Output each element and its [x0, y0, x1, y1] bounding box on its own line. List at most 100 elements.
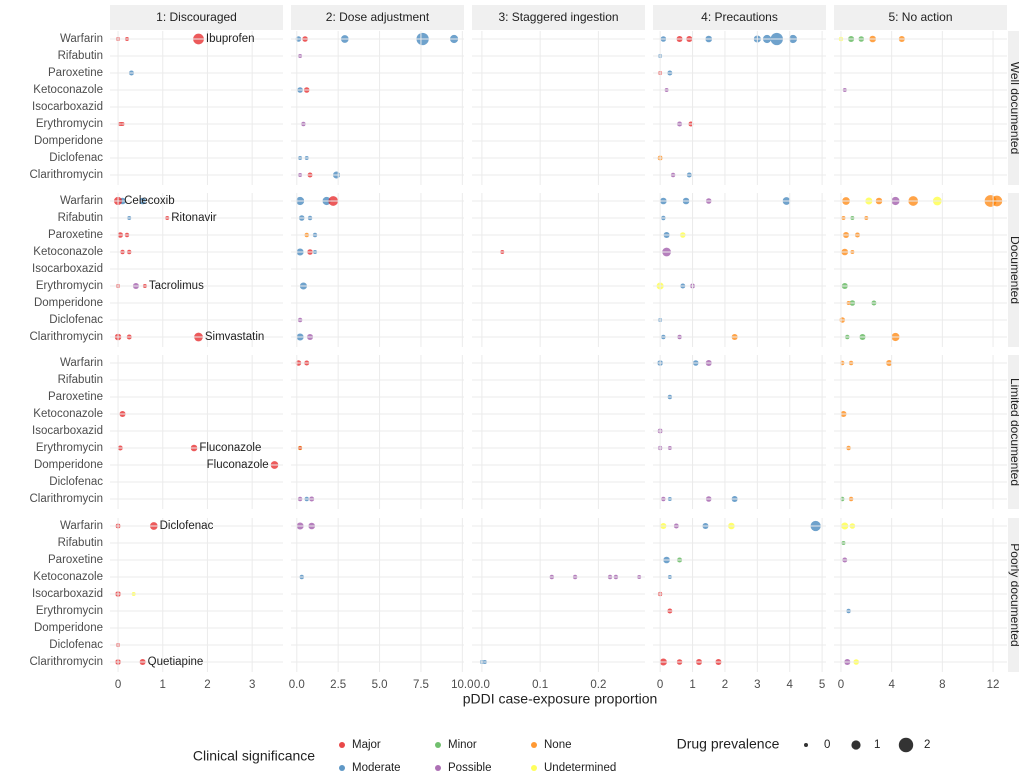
x-tick-label: 8	[939, 679, 945, 691]
y-tick-label: Ketoconazole	[33, 84, 103, 96]
y-tick-label: Isocarboxazid	[32, 263, 103, 275]
point-annotation: Fluconazole	[199, 442, 261, 454]
x-tick-label: 3	[754, 679, 760, 691]
legend-label: Major	[352, 739, 381, 751]
legend-title: Clinical significance	[193, 748, 315, 764]
y-tick-label: Erythromycin	[36, 442, 103, 454]
row-strip	[1008, 355, 1019, 509]
legend-label: None	[544, 739, 572, 751]
y-tick-label: Erythromycin	[36, 280, 103, 292]
x-tick-label: 5.0	[372, 679, 388, 691]
size-legend-swatch	[898, 737, 914, 753]
point-annotation: Celecoxib	[124, 195, 175, 207]
y-tick-label: Clarithromycin	[30, 331, 104, 343]
y-tick-label: Domperidone	[34, 135, 103, 147]
column-strip-label: 5: No action	[888, 10, 952, 24]
row-strip-label: Well documented	[1008, 62, 1019, 155]
legend-label: Undetermined	[544, 762, 616, 774]
y-tick-label: Warfarin	[60, 195, 103, 207]
y-tick-label: Erythromycin	[36, 605, 103, 617]
legend-swatch	[339, 742, 345, 748]
legend-label: Minor	[448, 739, 477, 751]
point-annotation: Fluconazole	[207, 459, 269, 471]
x-tick-label: 1	[689, 679, 695, 691]
column-strip	[653, 5, 826, 30]
y-tick-label: Ketoconazole	[33, 408, 103, 420]
y-tick-label: Warfarin	[60, 520, 103, 532]
legend-swatch	[339, 765, 345, 771]
point-annotation: Ibuprofen	[206, 33, 255, 45]
y-tick-label: Paroxetine	[48, 229, 103, 241]
size-legend-label: 1	[874, 739, 880, 751]
y-tick-label: Paroxetine	[48, 67, 103, 79]
x-tick-label: 10.0	[451, 679, 473, 691]
y-tick-label: Clarithromycin	[30, 493, 104, 505]
y-tick-label: Rifabutin	[58, 537, 103, 549]
x-tick-label: 3	[249, 679, 255, 691]
x-tick-label: 0.1	[532, 679, 548, 691]
x-tick-label: 7.5	[413, 679, 429, 691]
x-tick-label: 0.2	[590, 679, 606, 691]
legend-swatch	[531, 765, 537, 771]
point-annotation: Simvastatin	[205, 331, 264, 343]
y-tick-label: Isocarboxazid	[32, 588, 103, 600]
y-tick-label: Domperidone	[34, 459, 103, 471]
x-tick-label: 0.0	[289, 679, 305, 691]
x-axis-label: pDDI case-exposure proportion	[463, 691, 658, 707]
size-legend-title: Drug prevalence	[677, 736, 780, 752]
y-tick-label: Paroxetine	[48, 391, 103, 403]
size-legend-swatch	[804, 743, 808, 747]
column-strip-label: 3: Staggered ingestion	[498, 10, 618, 24]
point-annotation: Quetiapine	[148, 656, 204, 668]
x-tick-label: 4	[787, 679, 794, 691]
points-layer	[113, 32, 1003, 666]
x-tick-label: 2	[722, 679, 728, 691]
column-strip-label: 4: Precautions	[701, 10, 778, 24]
row-strip-label: Limited documented	[1008, 378, 1019, 486]
legend-swatch	[435, 765, 441, 771]
column-strip-label: 1: Discouraged	[156, 10, 237, 24]
legend-swatch	[435, 742, 441, 748]
y-tick-label: Ketoconazole	[33, 246, 103, 258]
x-tick-label: 12	[987, 679, 1000, 691]
x-tick-label: 0	[115, 679, 121, 691]
y-tick-label: Rifabutin	[58, 374, 103, 386]
y-tick-label: Domperidone	[34, 622, 103, 634]
legend-swatch	[531, 742, 537, 748]
row-strip	[1008, 193, 1019, 347]
x-tick-label: 5	[819, 679, 825, 691]
column-strip-label: 2: Dose adjustment	[326, 10, 430, 24]
point-annotation: Diclofenac	[160, 520, 214, 532]
row-strip	[1008, 31, 1019, 185]
x-tick-label: 2.5	[330, 679, 346, 691]
column-strip	[834, 5, 1007, 30]
y-tick-label: Domperidone	[34, 297, 103, 309]
column-strip	[110, 5, 283, 30]
row-strip-label: Documented	[1008, 236, 1019, 304]
x-tick-label: 0	[838, 679, 844, 691]
y-tick-label: Isocarboxazid	[32, 425, 103, 437]
y-tick-label: Diclofenac	[49, 639, 103, 651]
y-tick-label: Diclofenac	[49, 152, 103, 164]
y-tick-label: Paroxetine	[48, 554, 103, 566]
legend-label: Possible	[448, 762, 491, 774]
size-legend-label: 2	[924, 739, 930, 751]
y-tick-label: Ketoconazole	[33, 571, 103, 583]
x-tick-label: 0.0	[474, 679, 490, 691]
y-tick-label: Warfarin	[60, 33, 103, 45]
y-tick-label: Isocarboxazid	[32, 101, 103, 113]
point-annotation: Tacrolimus	[149, 280, 204, 292]
y-tick-label: Clarithromycin	[30, 169, 104, 181]
column-strip	[472, 5, 645, 30]
point-annotation: Ritonavir	[171, 212, 217, 224]
y-tick-label: Diclofenac	[49, 314, 103, 326]
x-tick-label: 1	[160, 679, 166, 691]
y-tick-label: Warfarin	[60, 357, 103, 369]
row-strip	[1008, 518, 1019, 672]
y-tick-label: Rifabutin	[58, 212, 103, 224]
y-tick-label: Clarithromycin	[30, 656, 104, 668]
row-strip-label: Poorly documented	[1008, 543, 1019, 646]
size-legend-swatch	[851, 740, 861, 750]
y-tick-label: Diclofenac	[49, 476, 103, 488]
